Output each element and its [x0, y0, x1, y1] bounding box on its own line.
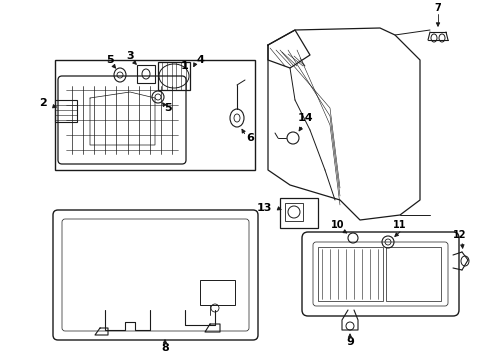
Text: 8: 8: [161, 343, 169, 353]
Bar: [386, 247, 441, 301]
Text: 10: 10: [331, 220, 345, 230]
Bar: [200, 280, 235, 305]
Text: 3: 3: [126, 51, 134, 61]
Text: 5: 5: [164, 103, 172, 113]
Text: 4: 4: [196, 55, 204, 65]
Bar: [137, 65, 155, 83]
Text: 11: 11: [393, 220, 407, 230]
Text: 5: 5: [106, 55, 114, 65]
Bar: [158, 62, 190, 90]
Text: 2: 2: [39, 98, 47, 108]
Text: 12: 12: [453, 230, 467, 240]
Text: 1: 1: [181, 61, 189, 71]
Bar: [55, 60, 255, 170]
Bar: [55, 100, 77, 122]
Bar: [280, 198, 318, 228]
Text: 14: 14: [297, 113, 313, 123]
Text: 6: 6: [246, 133, 254, 143]
Bar: [318, 247, 383, 301]
Text: 7: 7: [435, 3, 441, 13]
Text: 13: 13: [256, 203, 271, 213]
Bar: [285, 203, 303, 221]
Text: 9: 9: [346, 337, 354, 347]
